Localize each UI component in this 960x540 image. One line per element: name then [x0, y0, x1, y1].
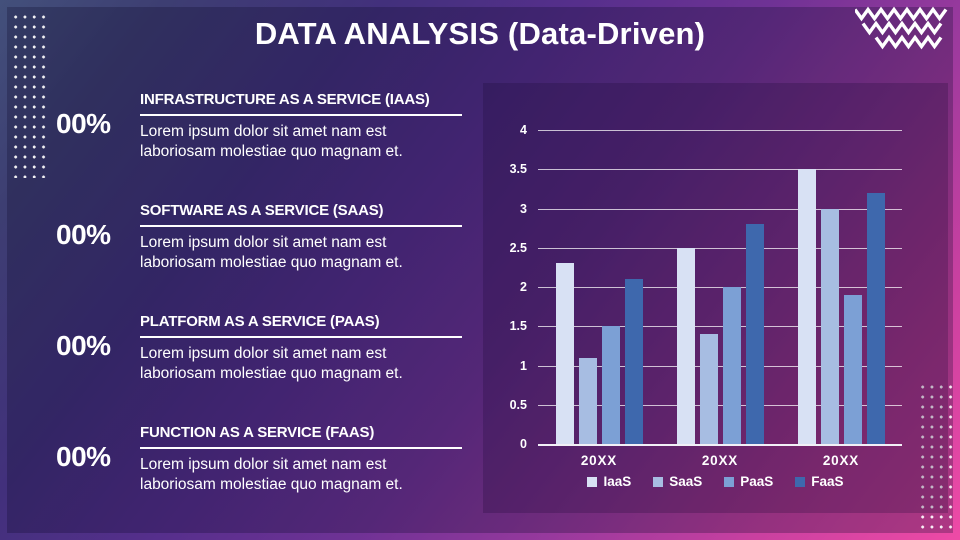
section-saas: SOFTWARE AS A SERVICE (SAAS) Lorem ipsum… [140, 202, 462, 273]
legend-label: PaaS [740, 474, 774, 489]
legend-swatch-faas [795, 476, 806, 487]
zigzag-pattern [855, 6, 948, 50]
y-tick-label: 2.5 [509, 240, 527, 255]
bar-faas [866, 192, 885, 444]
percent-value-paas: 00% [56, 330, 111, 361]
bar-paas [601, 326, 620, 444]
dot-grid-bottom-right [918, 382, 956, 530]
gridline [538, 444, 902, 446]
gridline [538, 247, 902, 249]
page-title: DATA ANALYSIS (Data-Driven) [254, 16, 706, 51]
bar-paas [722, 287, 741, 444]
legend-swatch-paas [724, 476, 735, 487]
section-body: Lorem ipsum dolor sit amet nam est labor… [140, 456, 403, 493]
bar-faas [624, 279, 643, 444]
y-tick-label: 0 [520, 437, 527, 451]
gridline [538, 365, 902, 367]
plot-area: 0 0.5 1 1.5 2 2.5 3 3.5 4 20XX 20XX 20XX [510, 123, 902, 468]
legend-label: IaaS [603, 474, 632, 489]
x-category-label: 20XX [701, 453, 739, 468]
gridline [538, 404, 902, 406]
bar-saas [820, 208, 839, 444]
section-heading: FUNCTION AS A SERVICE (FAAS) [140, 424, 462, 449]
dot-grid-top-left [11, 12, 49, 178]
y-tick-label: 1 [520, 358, 527, 373]
bar-faas [745, 224, 764, 444]
gridline [538, 130, 902, 131]
bar-group [555, 263, 643, 444]
bar-group [676, 224, 764, 444]
y-tick-label: 0.5 [509, 397, 527, 412]
bar-group [797, 169, 885, 444]
bar-iaas [797, 169, 816, 444]
section-body: Lorem ipsum dolor sit amet nam est labor… [140, 123, 403, 160]
bar-saas [699, 334, 718, 444]
bar-iaas [555, 263, 574, 444]
legend-label: SaaS [669, 474, 703, 489]
legend-swatch-saas [653, 476, 664, 487]
section-heading: SOFTWARE AS A SERVICE (SAAS) [140, 202, 462, 227]
bar-saas [578, 357, 597, 444]
gridline [538, 326, 902, 328]
legend-item: SaaS [653, 474, 702, 489]
y-tick-label: 4 [520, 123, 527, 137]
legend-label: FaaS [811, 474, 844, 489]
chart-legend: IaaS SaaS PaaS FaaS [483, 474, 948, 489]
bar-paas [843, 294, 862, 444]
bar-chart: 0 0.5 1 1.5 2 2.5 3 3.5 4 20XX 20XX 20XX IaaS SaaS Pa… [483, 83, 948, 513]
section-heading: INFRASTRUCTURE AS A SERVICE (IAAS) [140, 91, 462, 116]
percent-value-saas: 00% [56, 219, 111, 250]
gridline [538, 169, 902, 171]
section-paas: PLATFORM AS A SERVICE (PAAS) Lorem ipsum… [140, 313, 462, 384]
section-iaas: INFRASTRUCTURE AS A SERVICE (IAAS) Lorem… [140, 91, 462, 162]
gridline [538, 287, 902, 288]
section-faas: FUNCTION AS A SERVICE (FAAS) Lorem ipsum… [140, 424, 462, 495]
section-body: Lorem ipsum dolor sit amet nam est labor… [140, 345, 403, 382]
percent-value-faas: 00% [56, 441, 111, 472]
legend-item: IaaS [587, 474, 631, 489]
legend-item: FaaS [795, 474, 844, 489]
legend-swatch-iaas [587, 476, 598, 487]
gridline [538, 208, 902, 210]
x-category-label: 20XX [822, 453, 860, 468]
y-tick-label: 3.5 [509, 162, 527, 177]
bar-iaas [676, 247, 695, 444]
x-category-label: 20XX [580, 453, 618, 468]
y-tick-label: 3 [520, 201, 527, 216]
section-heading: PLATFORM AS A SERVICE (PAAS) [140, 313, 462, 338]
y-tick-label: 1.5 [509, 319, 527, 334]
percent-value-iaas: 00% [56, 108, 111, 139]
legend-item: PaaS [724, 474, 773, 489]
section-body: Lorem ipsum dolor sit amet nam est labor… [140, 234, 403, 271]
y-tick-label: 2 [520, 280, 527, 294]
